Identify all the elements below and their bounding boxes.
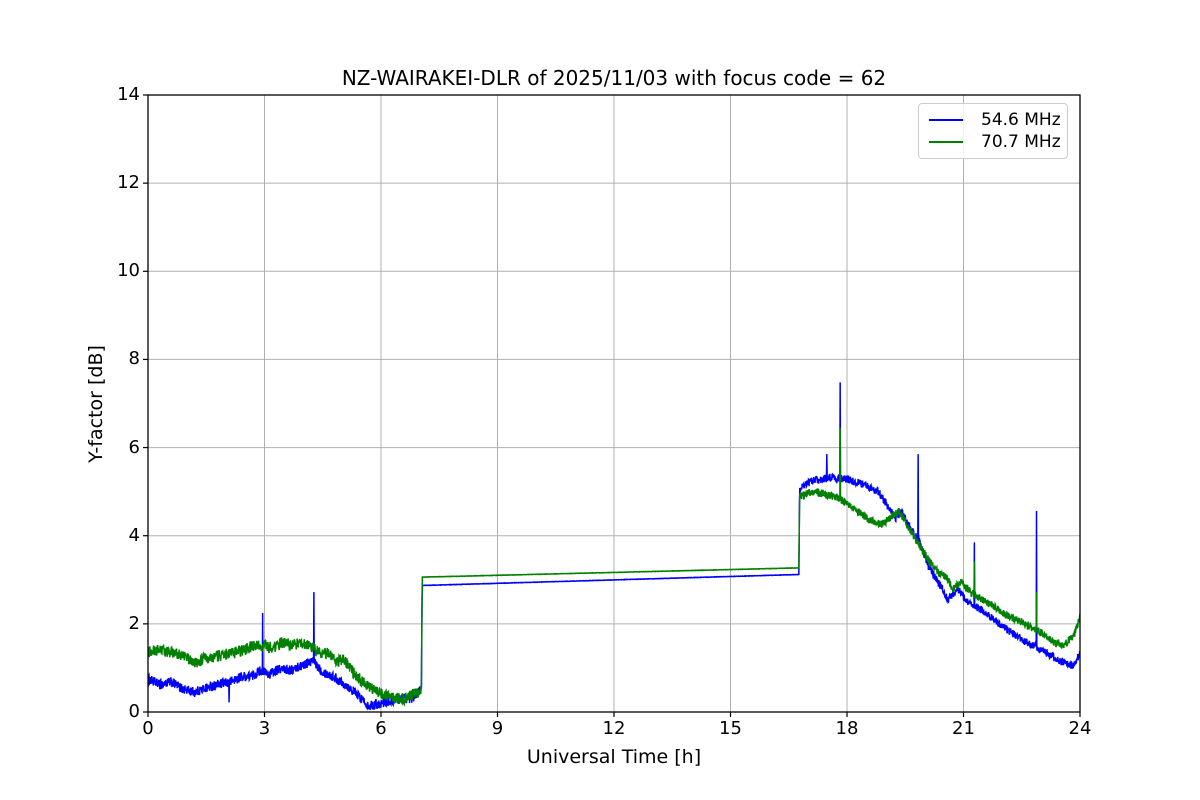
y-tick-label-12: 12 bbox=[117, 172, 140, 194]
x-tick-label-6: 6 bbox=[375, 718, 387, 739]
y-tick-label-8: 8 bbox=[128, 348, 140, 370]
y-tick-label-6: 6 bbox=[128, 436, 140, 458]
x-tick-label-18: 18 bbox=[835, 718, 859, 739]
y-tick-label-10: 10 bbox=[117, 260, 140, 282]
legend-line-swatch-blue bbox=[929, 119, 963, 121]
y-tick-label-2: 2 bbox=[128, 612, 140, 634]
x-tick-label-24: 24 bbox=[1068, 718, 1092, 739]
legend: 54.6 MHz 70.7 MHz bbox=[918, 103, 1068, 159]
y-tick-label-4: 4 bbox=[128, 524, 140, 546]
legend-label: 70.7 MHz bbox=[981, 132, 1061, 152]
legend-label: 54.6 MHz bbox=[981, 110, 1061, 130]
x-tick-label-15: 15 bbox=[719, 718, 742, 739]
x-tick-label-3: 3 bbox=[258, 718, 271, 739]
legend-item: 70.7 MHz bbox=[929, 131, 1061, 153]
legend-line-swatch-green bbox=[929, 141, 963, 143]
series-line-70-7-mhz bbox=[148, 427, 1080, 707]
x-tick-label-9: 9 bbox=[491, 718, 504, 739]
x-tick-label-12: 12 bbox=[602, 718, 626, 739]
chart-title: NZ-WAIRAKEI-DLR of 2025/11/03 with focus… bbox=[341, 66, 887, 90]
legend-item: 54.6 MHz bbox=[929, 109, 1061, 131]
y-tick-label-14: 14 bbox=[117, 84, 140, 105]
x-axis-label: Universal Time [h] bbox=[526, 746, 702, 768]
x-tick-label-21: 21 bbox=[952, 718, 975, 739]
y-tick-label-0: 0 bbox=[128, 701, 140, 722]
x-tick-label-0: 0 bbox=[142, 718, 154, 739]
